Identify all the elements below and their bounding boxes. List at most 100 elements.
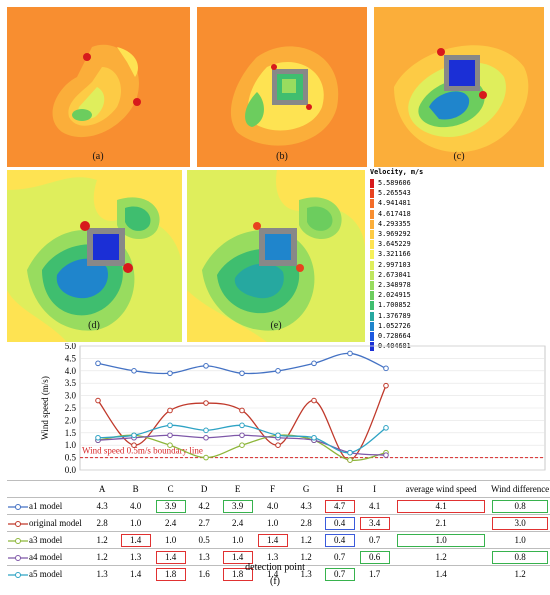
panel-label-a: (a)	[92, 151, 104, 162]
avg-header: average wind speed	[392, 480, 491, 498]
value-cell: 1.4	[118, 565, 154, 582]
series-name-cell: original model	[7, 514, 87, 532]
value-cell: 1.3	[188, 548, 221, 566]
legend-swatch	[370, 301, 374, 311]
legend-swatch	[370, 281, 374, 290]
diff-header-text: Wind difference	[490, 484, 550, 494]
legend-swatch	[370, 219, 374, 229]
legend-value: 1.052726	[378, 321, 411, 330]
value-cell-text: 0.7	[333, 552, 346, 562]
legend-marker	[8, 554, 28, 561]
difference-cell-text: 1.2	[514, 569, 526, 579]
legend-value: 5.589606	[378, 179, 411, 187]
legend-value: 2.673041	[378, 270, 411, 279]
category-label: D	[188, 480, 221, 498]
value-cell-text: 1.0	[231, 535, 244, 545]
y-tick-label: 1.5	[65, 428, 77, 438]
value-cell: 1.4	[153, 548, 189, 566]
series-name-cell: a4 model	[7, 548, 87, 566]
average-cell-text: 1.0	[397, 533, 486, 547]
table-row: a4 model 1.2 1.3 1.4 1.3 1.4 1.3 1.2 0.7 0.6 1.2 0.…	[7, 548, 550, 566]
category-label-text: F	[270, 484, 276, 494]
series-point	[275, 368, 281, 374]
category-label-text: H	[336, 484, 343, 494]
value-cell-text: 4.3	[300, 501, 312, 511]
y-tick-label: 3.5	[65, 378, 77, 388]
legend-swatch	[370, 270, 374, 280]
legend-entry: 3.969292	[370, 229, 450, 240]
series-point	[131, 442, 137, 448]
value-cell-text: 1.4	[267, 569, 279, 579]
contour-panel-a: (a)	[7, 7, 190, 167]
figure-label-f: (f)	[270, 576, 280, 587]
legend-swatch	[370, 230, 374, 239]
panel-label-c: (c)	[453, 151, 465, 162]
value-cell-text: 1.3	[198, 552, 210, 562]
value-cell: 4.0	[255, 497, 291, 515]
legend-entry: 5.265543	[370, 188, 450, 199]
series-point	[383, 382, 389, 389]
value-cell-text: 0.4	[324, 533, 355, 547]
value-cell: 1.0	[220, 531, 256, 549]
legend-value: 0.728664	[378, 332, 411, 340]
category-label-text: I	[373, 484, 377, 494]
y-tick-label: 1.0	[65, 440, 77, 450]
value-cell-text: 2.4	[165, 518, 177, 528]
legend-swatch	[370, 179, 374, 188]
legend-value: 3.645229	[378, 240, 411, 249]
panel-label-b: (b)	[276, 151, 288, 162]
value-cell: 2.8	[86, 514, 119, 532]
value-cell-text: 1.8	[155, 567, 186, 581]
legend-value: 2.997103	[378, 260, 411, 269]
legend-entry: 2.673041	[370, 270, 450, 281]
value-cell-text: 4.0	[129, 501, 142, 511]
value-cell-text: 3.9	[222, 499, 253, 513]
value-cell: 1.2	[290, 531, 323, 549]
y-tick-label: 2.5	[65, 403, 77, 413]
chart-svg: 0.0 0.5 1.0 1.5 2.0 2.5 3.0 3.5 4.0 4.5 5.0 Wind sp…	[40, 343, 546, 475]
difference-cell-text: 0.8	[492, 499, 549, 513]
legend-value: 1.376789	[378, 311, 411, 320]
legend-entry: 3.645229	[370, 239, 450, 250]
value-cell-text: 4.3	[96, 501, 108, 511]
value-cell-text: 2.4	[231, 518, 244, 528]
category-label: G	[290, 480, 323, 498]
category-label: F	[255, 480, 291, 498]
series-point	[239, 407, 245, 414]
value-cell-text: 1.7	[369, 569, 381, 579]
value-cell: 4.3	[290, 497, 323, 515]
value-cell-text: 1.4	[155, 550, 186, 564]
series-point	[275, 432, 281, 439]
y-tick-label: 2.0	[65, 415, 77, 425]
average-cell: 1.4	[392, 565, 491, 582]
legend-value: 2.024915	[378, 291, 411, 300]
table-row: original model 2.8 1.0 2.4 2.7 2.4 1.0 2.8 0.4 3.…	[7, 514, 550, 532]
value-cell-text: 1.0	[267, 518, 279, 528]
series-point	[311, 360, 317, 367]
legend-entry: 1.700852	[370, 300, 450, 311]
value-cell-text: 2.8	[96, 518, 108, 528]
value-cell: 1.8	[153, 565, 189, 582]
legend-entry: 4.293355	[370, 219, 450, 230]
series-point	[239, 422, 245, 429]
legend-swatch	[370, 240, 374, 250]
value-cell: 1.0	[255, 514, 291, 532]
series-point	[167, 370, 173, 377]
average-cell-text: 1.4	[435, 569, 447, 579]
category-label: C	[153, 480, 189, 498]
value-cell: 1.3	[290, 565, 323, 582]
category-label: E	[220, 480, 256, 498]
value-cell-text: 4.0	[267, 501, 279, 511]
diff-header: Wind difference	[490, 480, 550, 498]
legend-marker	[8, 571, 28, 578]
series-point	[203, 363, 209, 369]
category-label-text: E	[234, 484, 241, 494]
velocity-legend: Velocity, m/s 5.589606 5.265543 4.941481 4.…	[370, 168, 450, 352]
series-name: a5 model	[29, 569, 63, 579]
value-cell: 0.4	[322, 514, 358, 532]
value-cell-text: 1.3	[129, 552, 142, 562]
legend-entry: 2.024915	[370, 290, 450, 301]
series-point	[383, 425, 389, 431]
legend-swatch	[370, 321, 374, 331]
